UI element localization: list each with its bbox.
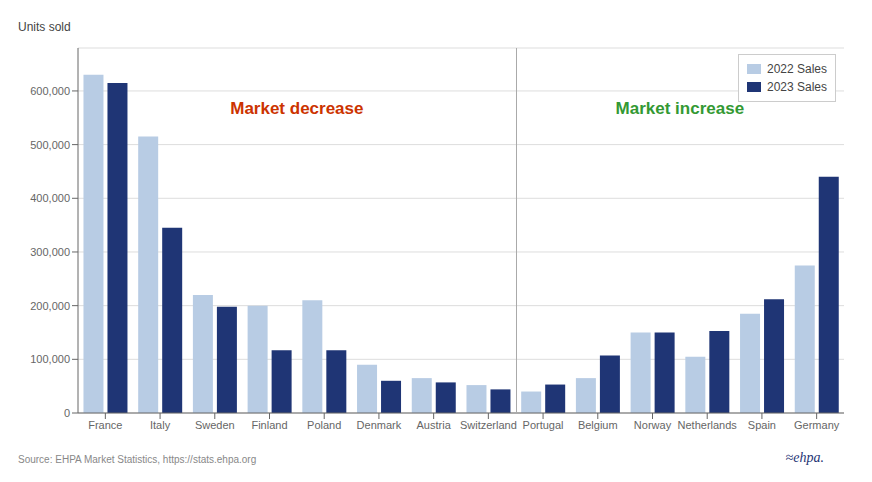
html-text:Market increase: Market increase [615,99,745,119]
svg-text:Spain: Spain [748,419,776,431]
html-text:Source: EHPA Market Statistics: Source: EHPA Market Statistics, https://… [18,454,257,465]
svg-text:Austria: Austria [417,419,452,431]
html-text:2022 Sales: 2022 Sales [767,62,827,76]
svg-text:100,000: 100,000 [30,353,70,365]
svg-text:400,000: 400,000 [30,192,70,204]
svg-text:300,000: 300,000 [30,246,70,258]
html-text:2023 Sales: 2023 Sales [767,80,827,94]
svg-text:0: 0 [64,407,70,419]
svg-text:Poland: Poland [307,419,341,431]
html-text:Units sold: Units sold [18,20,71,34]
svg-text:Sweden: Sweden [195,419,235,431]
html-text:Market decrease: Market decrease [230,99,364,119]
html-text:≈ehpa.: ≈ehpa. [785,450,824,465]
svg-text:Finland: Finland [251,419,287,431]
svg-text:Germany: Germany [794,419,840,431]
svg-text:Portugal: Portugal [523,419,564,431]
svg-text:500,000: 500,000 [30,139,70,151]
svg-text:Switzerland: Switzerland [460,419,517,431]
svg-text:600,000: 600,000 [30,85,70,97]
svg-text:Belgium: Belgium [578,419,618,431]
svg-text:France: France [88,419,122,431]
svg-text:Denmark: Denmark [357,419,402,431]
svg-text:200,000: 200,000 [30,300,70,312]
svg-text:Italy: Italy [150,419,171,431]
svg-text:Netherlands: Netherlands [678,419,738,431]
svg-text:Norway: Norway [634,419,672,431]
